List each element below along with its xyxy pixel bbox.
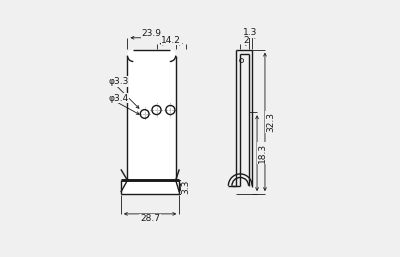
Text: 23.9: 23.9 bbox=[142, 29, 162, 38]
Text: 2: 2 bbox=[243, 36, 249, 45]
Text: φ3.4: φ3.4 bbox=[108, 94, 128, 103]
Text: 14.2: 14.2 bbox=[161, 36, 181, 45]
Bar bbox=[121, 180, 179, 194]
Text: 3.3: 3.3 bbox=[182, 180, 191, 194]
Text: 28.7: 28.7 bbox=[140, 214, 160, 223]
FancyBboxPatch shape bbox=[128, 50, 176, 180]
Text: 18.3: 18.3 bbox=[258, 143, 266, 163]
Text: φ3.3: φ3.3 bbox=[108, 77, 128, 86]
Text: 1.3: 1.3 bbox=[243, 28, 258, 37]
Text: 32.3: 32.3 bbox=[266, 112, 275, 132]
